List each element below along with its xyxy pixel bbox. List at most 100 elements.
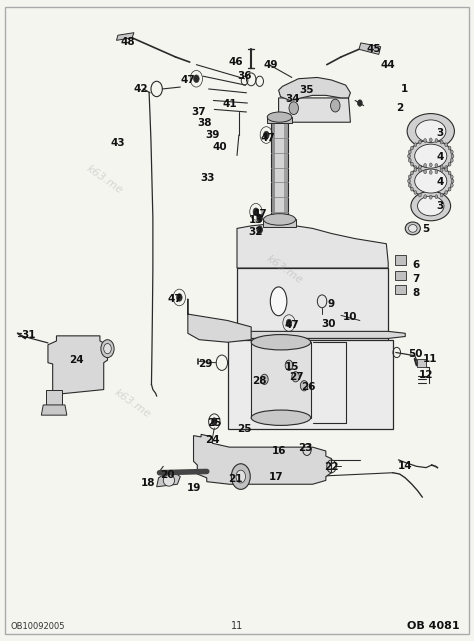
Text: 39: 39 (205, 130, 219, 140)
Ellipse shape (264, 213, 296, 225)
Polygon shape (41, 405, 67, 415)
Circle shape (104, 344, 111, 354)
Ellipse shape (409, 165, 453, 197)
Text: 4: 4 (437, 177, 444, 187)
Text: 47: 47 (284, 320, 299, 330)
Text: 1: 1 (401, 84, 409, 94)
Circle shape (440, 193, 443, 197)
Circle shape (330, 99, 340, 112)
Polygon shape (271, 122, 275, 224)
Text: 3: 3 (437, 201, 444, 211)
Text: 9: 9 (328, 299, 335, 309)
Polygon shape (237, 268, 388, 340)
Ellipse shape (416, 120, 446, 142)
Ellipse shape (415, 144, 447, 168)
Text: 31: 31 (21, 330, 36, 340)
Circle shape (448, 187, 451, 191)
Circle shape (408, 154, 410, 158)
Polygon shape (417, 359, 426, 367)
Circle shape (410, 162, 413, 166)
Circle shape (450, 175, 453, 179)
Polygon shape (188, 299, 251, 342)
Polygon shape (279, 78, 350, 101)
Polygon shape (228, 340, 393, 429)
Text: 25: 25 (237, 424, 251, 434)
Polygon shape (46, 390, 62, 408)
Text: 16: 16 (272, 446, 287, 456)
Text: 7: 7 (412, 274, 419, 284)
Circle shape (419, 140, 421, 144)
Circle shape (410, 171, 413, 175)
Text: 15: 15 (284, 362, 299, 372)
Circle shape (257, 214, 263, 222)
Circle shape (414, 143, 417, 147)
Circle shape (424, 195, 427, 199)
Text: 41: 41 (222, 99, 237, 110)
Polygon shape (237, 224, 388, 268)
Text: 30: 30 (321, 319, 336, 329)
Polygon shape (395, 271, 406, 279)
Text: 18: 18 (141, 478, 155, 488)
Text: k63.me: k63.me (113, 388, 153, 420)
Circle shape (231, 464, 250, 489)
Circle shape (408, 179, 410, 183)
Circle shape (236, 470, 246, 483)
Ellipse shape (409, 140, 453, 172)
Circle shape (435, 138, 438, 142)
Text: 17: 17 (269, 472, 283, 482)
Circle shape (261, 374, 268, 385)
Circle shape (429, 138, 432, 142)
Ellipse shape (415, 169, 447, 193)
Text: 34: 34 (285, 94, 300, 104)
Circle shape (414, 190, 417, 194)
Text: 40: 40 (213, 142, 228, 151)
Circle shape (424, 163, 427, 167)
Circle shape (289, 102, 299, 115)
Ellipse shape (251, 335, 311, 350)
Polygon shape (267, 117, 292, 124)
Text: 27: 27 (289, 372, 304, 383)
Text: 21: 21 (228, 474, 243, 484)
Circle shape (409, 150, 411, 154)
Circle shape (440, 168, 443, 172)
Circle shape (429, 196, 432, 199)
Ellipse shape (418, 196, 444, 216)
Circle shape (257, 226, 263, 233)
Text: 49: 49 (264, 60, 278, 70)
Circle shape (409, 175, 411, 179)
Circle shape (409, 183, 411, 187)
Text: 47: 47 (261, 133, 275, 142)
Circle shape (410, 146, 413, 150)
Ellipse shape (267, 112, 292, 122)
Circle shape (448, 171, 451, 175)
Text: 23: 23 (298, 444, 312, 453)
Circle shape (301, 381, 308, 391)
Polygon shape (264, 219, 296, 227)
Text: 2: 2 (396, 103, 404, 113)
Polygon shape (271, 122, 288, 224)
Circle shape (440, 165, 443, 169)
Polygon shape (279, 98, 350, 122)
Ellipse shape (409, 224, 417, 232)
Circle shape (448, 146, 451, 150)
Text: k63.me: k63.me (264, 253, 304, 285)
Text: 47: 47 (167, 294, 182, 304)
Circle shape (445, 168, 447, 172)
Polygon shape (156, 470, 180, 487)
Circle shape (419, 165, 421, 169)
Text: OB 4081: OB 4081 (407, 620, 459, 631)
Text: 8: 8 (412, 288, 419, 298)
Circle shape (292, 372, 300, 382)
Ellipse shape (163, 474, 174, 486)
Circle shape (448, 162, 451, 166)
Circle shape (264, 131, 269, 139)
Circle shape (435, 163, 438, 167)
Circle shape (211, 418, 217, 426)
Polygon shape (199, 331, 405, 338)
Polygon shape (193, 435, 331, 484)
Polygon shape (395, 255, 406, 265)
Circle shape (410, 187, 413, 191)
Text: 37: 37 (191, 107, 206, 117)
Text: 20: 20 (160, 470, 174, 480)
Text: 44: 44 (381, 60, 396, 70)
